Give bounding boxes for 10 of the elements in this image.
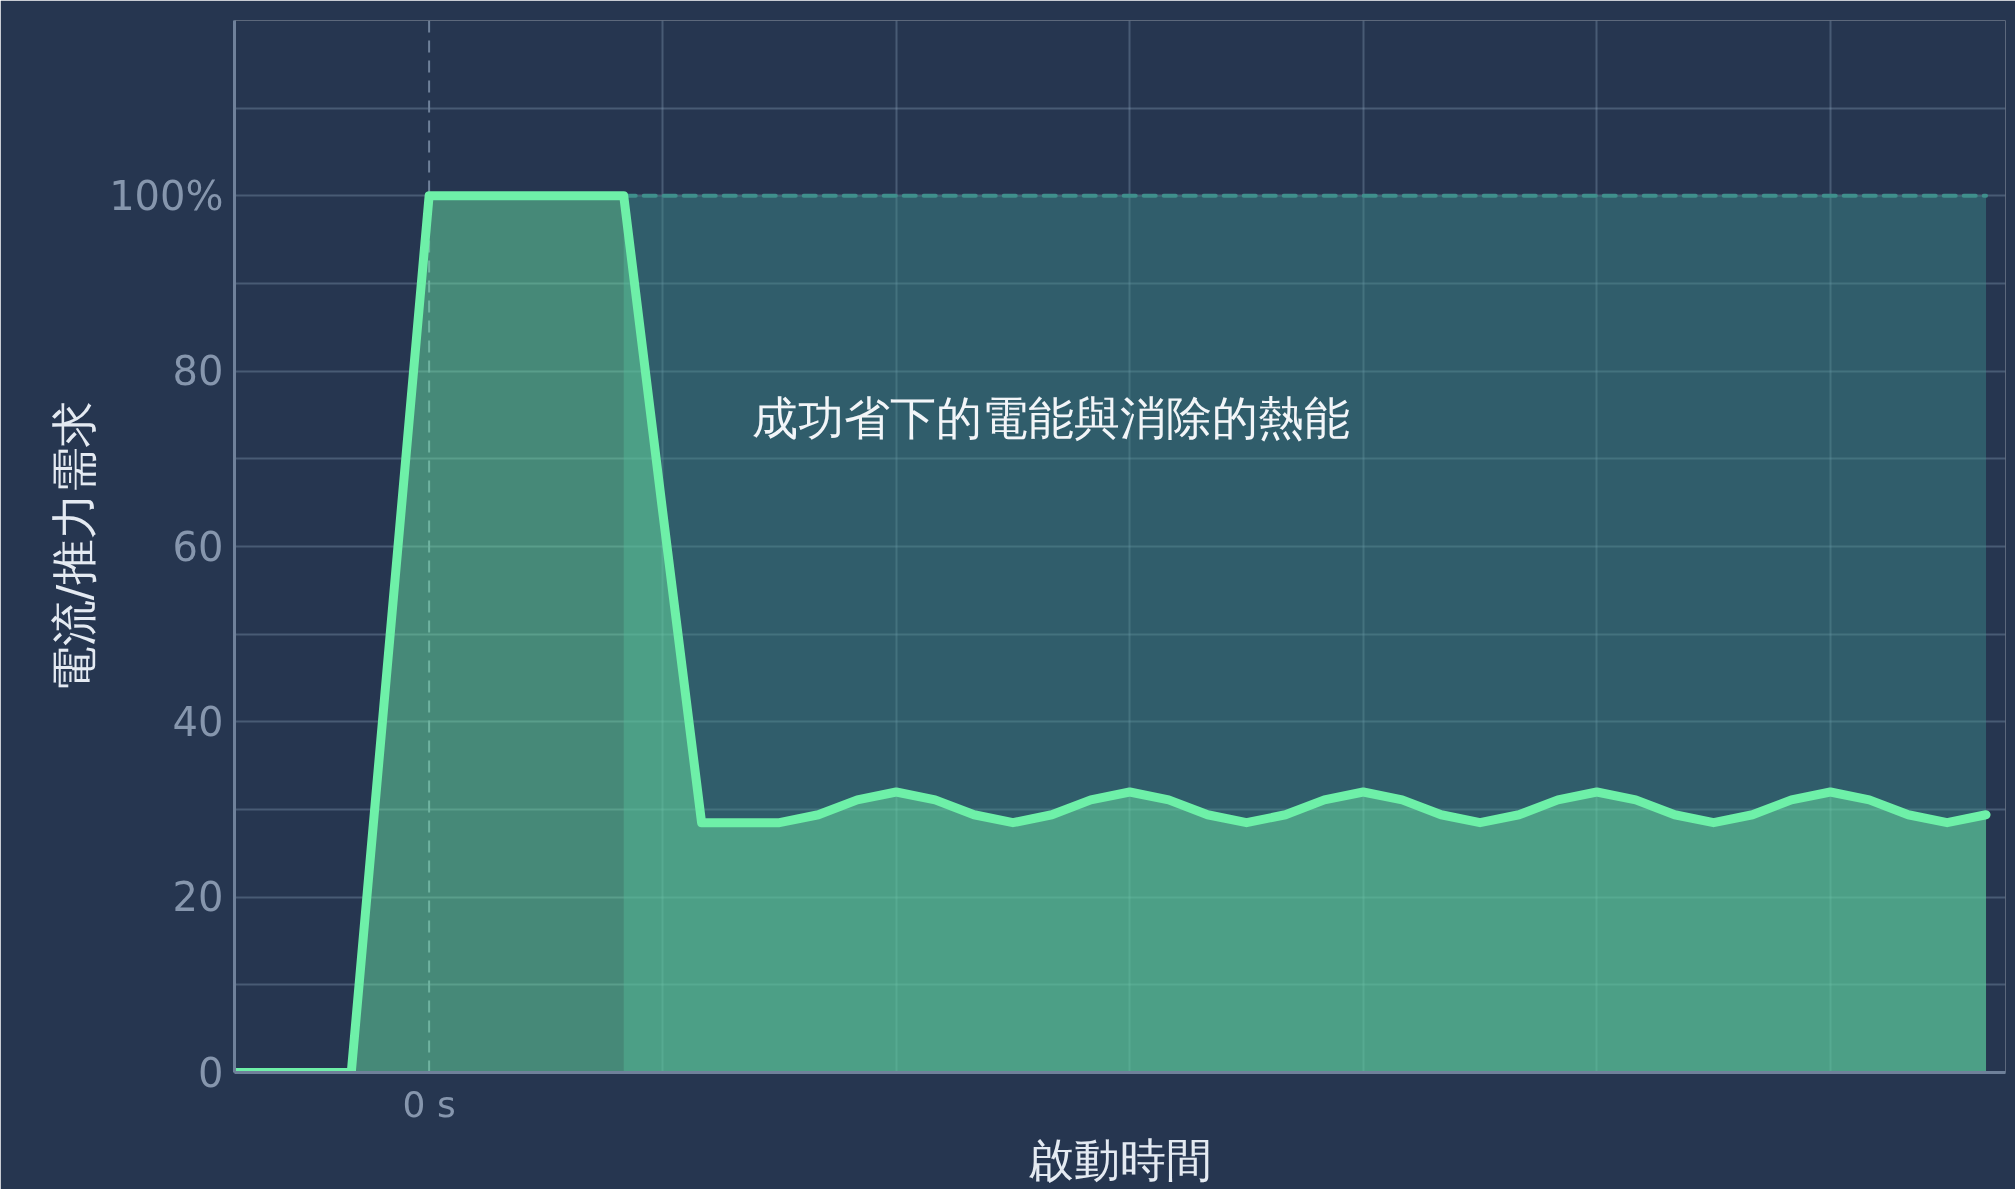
x-axis-title: 啟動時間 bbox=[1028, 1132, 1212, 1187]
annotation: 成功省下的電能與消除的熱能 bbox=[751, 390, 1350, 445]
x-tick-label: 0 s bbox=[402, 1083, 456, 1125]
y-tick-label: 0 bbox=[198, 1049, 224, 1096]
y-tick-label: 100% bbox=[109, 172, 224, 219]
y-axis-title: 電流/推力需求 bbox=[47, 400, 102, 693]
y-tick-label: 60 bbox=[172, 523, 224, 570]
y-tick-label: 80 bbox=[172, 348, 224, 395]
y-tick-label: 40 bbox=[172, 698, 224, 745]
y-tick-label: 20 bbox=[172, 874, 224, 921]
